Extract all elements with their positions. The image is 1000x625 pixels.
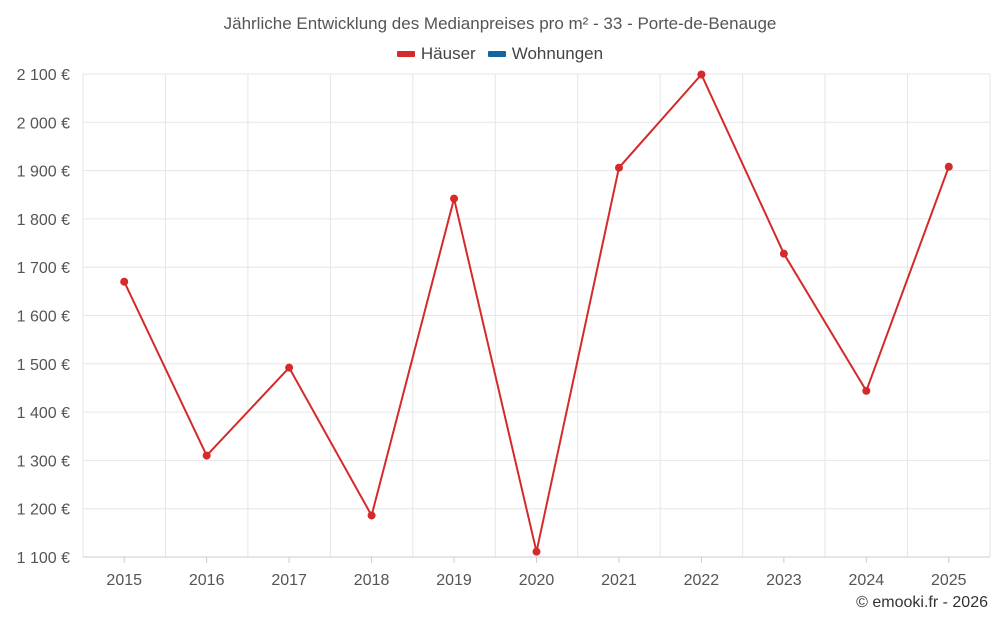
legend-swatch-wohnungen [487, 51, 506, 57]
x-tick-label: 2022 [684, 572, 720, 589]
x-tick-label: 2023 [766, 572, 802, 589]
chart-title: Jährliche Entwicklung des Medianpreises … [223, 14, 777, 33]
y-tick-label: 1 900 € [17, 164, 70, 181]
y-tick-label: 1 600 € [17, 309, 70, 326]
axis-layer: 1 100 € 1 200 € 1 300 € 1 400 € 1 500 € 1 600… [17, 67, 990, 589]
legend-label-wohnungen: Wohnungen [511, 44, 604, 63]
data-point [779, 249, 788, 258]
data-point [614, 163, 623, 172]
legend-label-haeuser: Häuser [420, 44, 476, 63]
legend-item-wohnungen[interactable]: Wohnungen [487, 44, 604, 64]
data-point [862, 386, 871, 395]
x-tick-label: 2015 [106, 572, 142, 589]
data-point [944, 162, 953, 171]
y-tick-label: 2 100 € [17, 67, 70, 84]
legend-swatch-haeuser [396, 51, 415, 57]
x-tick-label: 2016 [189, 572, 225, 589]
y-tick-label: 1 100 € [17, 550, 70, 567]
y-tick-label: 1 800 € [17, 212, 70, 229]
x-tick-label: 2020 [519, 572, 555, 589]
y-tick-label: 1 200 € [17, 502, 70, 519]
y-tick-label: 1 400 € [17, 405, 70, 422]
data-point [367, 511, 376, 520]
x-tick-label: 2019 [436, 572, 472, 589]
data-point [120, 277, 129, 286]
y-tick-label: 1 700 € [17, 260, 70, 277]
data-point [697, 70, 706, 79]
x-tick-label: 2021 [601, 572, 637, 589]
x-tick-label: 2018 [354, 572, 390, 589]
legend-item-haeuser[interactable]: Häuser [396, 44, 476, 64]
x-tick-label: 2017 [271, 572, 307, 589]
y-tick-label: 1 300 € [17, 453, 70, 470]
y-tick-label: 2 000 € [17, 115, 70, 132]
legend: Häuser Wohnungen [0, 44, 1000, 64]
data-point [202, 451, 211, 460]
grid-layer [82, 73, 991, 558]
x-tick-label: 2025 [931, 572, 967, 589]
x-tick-label: 2024 [849, 572, 885, 589]
data-point [532, 547, 541, 556]
series-layer [120, 70, 953, 556]
data-point [450, 194, 459, 203]
data-point [285, 363, 294, 372]
y-tick-label: 1 500 € [17, 357, 70, 374]
credit-text: © emooki.fr - 2026 [856, 594, 988, 611]
